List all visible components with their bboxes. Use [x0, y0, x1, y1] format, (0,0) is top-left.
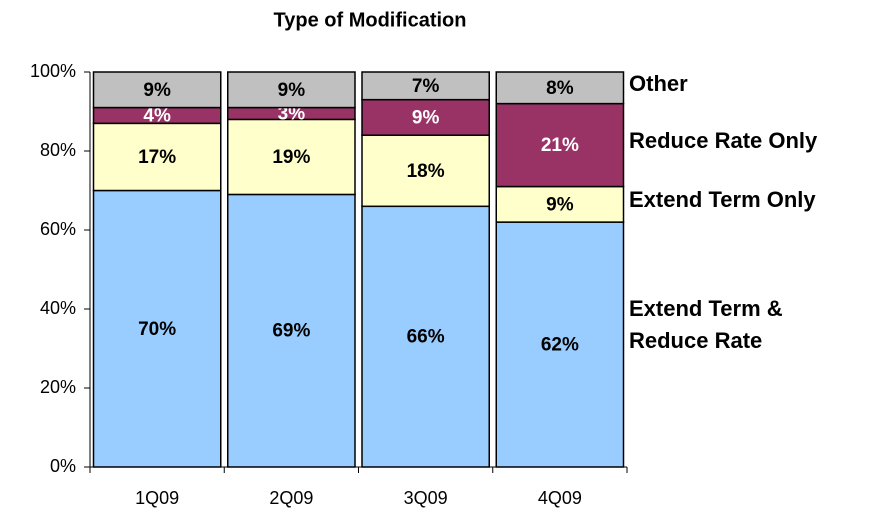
data-label: 9% [412, 107, 440, 128]
legend-label: Other [629, 70, 688, 96]
y-tick-label: 100% [30, 61, 76, 81]
data-label: 7% [412, 76, 440, 97]
data-label: 9% [143, 80, 171, 101]
x-tick-label: 4Q09 [538, 488, 582, 508]
y-tick-label: 20% [40, 377, 76, 397]
bar-segment [361, 98, 490, 136]
bar-segment [92, 122, 222, 192]
data-label: 66% [407, 327, 445, 348]
x-tick-label: 2Q09 [269, 488, 313, 508]
bar-segment [361, 205, 490, 468]
y-tick-label: 80% [40, 140, 76, 160]
data-label: 69% [272, 321, 310, 342]
data-label: 62% [541, 335, 579, 356]
data-label: 21% [541, 135, 579, 156]
bar-segment [227, 118, 356, 196]
bar-segment [92, 71, 222, 109]
data-label: 8% [546, 78, 574, 99]
bar-segment [495, 102, 625, 188]
y-tick-label: 0% [50, 456, 76, 476]
legend-label: Extend Term & Reduce Rate [629, 295, 783, 353]
data-label: 3% [278, 103, 306, 124]
bar-segment [361, 71, 490, 101]
legend-label: Extend Term Only [629, 187, 816, 213]
legend-label: Reduce Rate Only [629, 128, 818, 154]
bar-segment [495, 185, 625, 223]
y-tick-label: 40% [40, 298, 76, 318]
bar-segment [495, 71, 625, 105]
data-label: 9% [546, 194, 574, 215]
data-label: 4% [143, 105, 171, 126]
bar-segment [92, 189, 222, 468]
data-label: 9% [278, 80, 306, 101]
data-label: 17% [138, 147, 176, 168]
y-tick-label: 60% [40, 219, 76, 239]
data-label: 19% [272, 147, 310, 168]
x-tick-label: 3Q09 [404, 488, 448, 508]
data-label: 18% [407, 161, 445, 182]
x-tick-label: 1Q09 [135, 488, 179, 508]
chart-title: Type of Modification [274, 9, 467, 31]
bar-segment [227, 193, 356, 468]
data-label: 70% [138, 319, 176, 340]
bar-segment [227, 71, 356, 109]
